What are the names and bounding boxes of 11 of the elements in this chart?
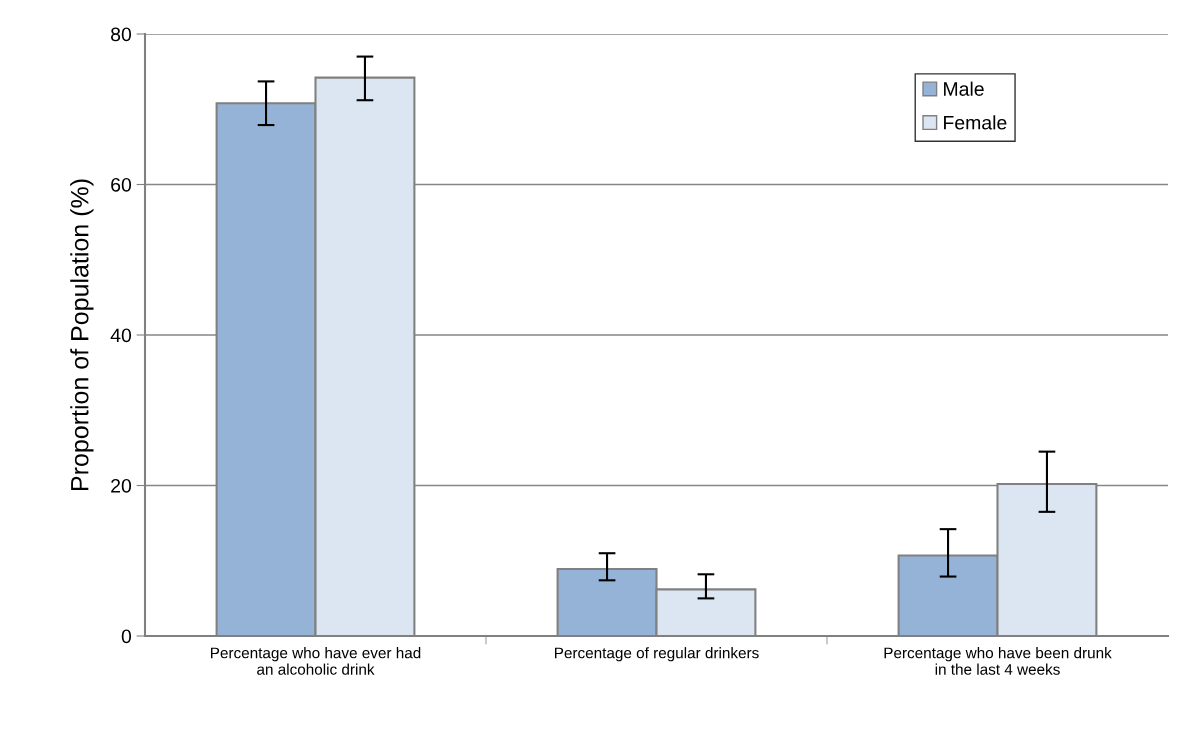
x-tick-label: Percentage who have ever had an alcoholic drink	[211, 647, 421, 675]
y-tick-label: 40	[110, 328, 132, 343]
y-tick-label: 0	[121, 629, 132, 644]
y-tick-label: 80	[111, 27, 132, 42]
legend-label: Male	[944, 81, 984, 96]
x-tick-label: Percentage who have been drunk in the last 4 weeks	[884, 647, 1112, 675]
y-axis-title: Proportion of Population (%)	[70, 179, 94, 490]
y-tick-label: 60	[111, 177, 132, 192]
y-tick-label: 20	[111, 478, 132, 493]
legend-label: Female	[944, 115, 1007, 130]
x-tick-label: Percentage of regular drinkers	[555, 647, 759, 662]
